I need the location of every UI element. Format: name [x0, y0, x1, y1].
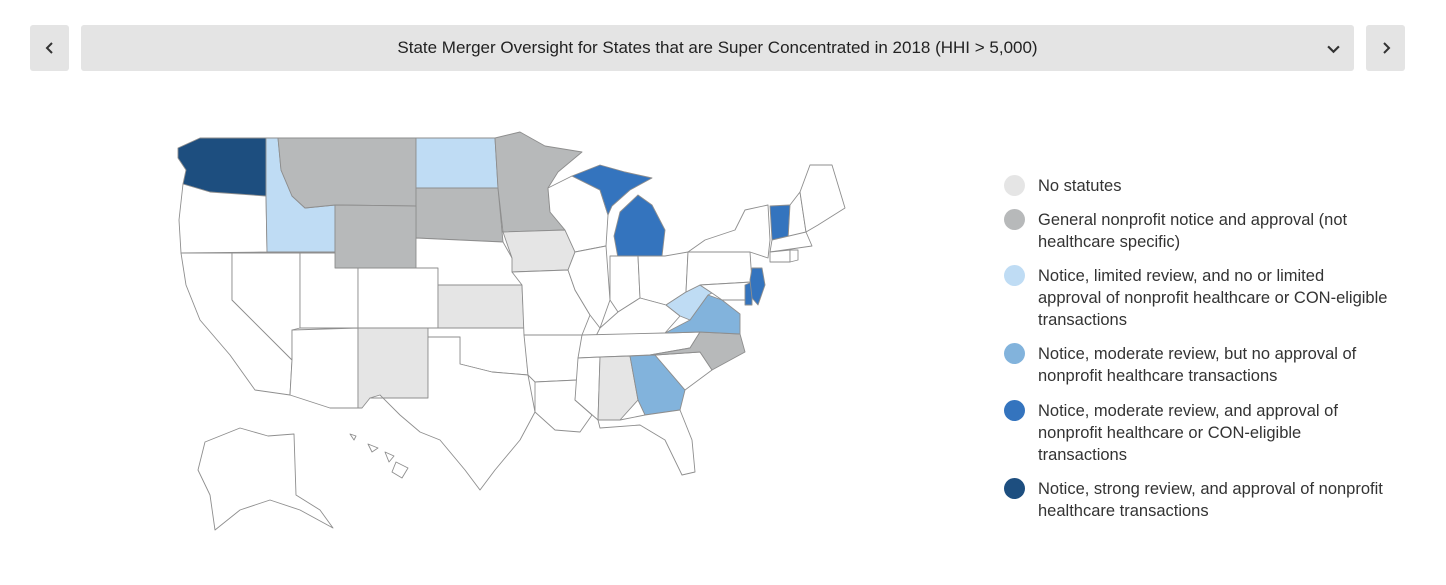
- state-tx: [369, 336, 536, 491]
- legend-swatch: [1004, 209, 1025, 230]
- legend-label: No statutes: [1038, 177, 1122, 195]
- state-nm: [357, 327, 429, 409]
- legend-swatch: [1004, 175, 1025, 196]
- legend-item: Notice, limited review, and no or limite…: [1004, 265, 1388, 331]
- state-ri: [789, 249, 799, 263]
- state-al: [597, 355, 639, 421]
- map-title: State Merger Oversight for States that a…: [397, 38, 1038, 57]
- chevron-down-icon: [1327, 45, 1340, 54]
- legend-label: Notice, moderate review, and approval of…: [1038, 402, 1338, 464]
- legend-label: Notice, strong review, and approval of n…: [1038, 480, 1383, 520]
- legend-item: Notice, moderate review, but no approval…: [1004, 343, 1388, 387]
- state-fl: [597, 409, 696, 476]
- state-az: [289, 327, 359, 409]
- state-ar: [523, 334, 583, 383]
- state-co: [357, 267, 439, 329]
- state-hi: [349, 433, 409, 479]
- state-ks: [437, 284, 525, 329]
- legend-swatch: [1004, 343, 1025, 364]
- legend-item: General nonprofit notice and approval (n…: [1004, 209, 1388, 253]
- state-de: [744, 281, 753, 306]
- state-ma: [769, 231, 813, 253]
- next-button[interactable]: [1366, 25, 1405, 71]
- legend-swatch: [1004, 265, 1025, 286]
- legend-item: No statutes: [1004, 175, 1388, 197]
- legend-item: Notice, moderate review, and approval of…: [1004, 400, 1388, 466]
- state-ia: [502, 229, 576, 273]
- legend-swatch: [1004, 478, 1025, 499]
- legend-label: General nonprofit notice and approval (n…: [1038, 211, 1348, 251]
- legend-label: Notice, limited review, and no or limite…: [1038, 267, 1388, 329]
- chevron-left-icon: [45, 42, 53, 54]
- state-mi: [571, 164, 666, 259]
- map-selector-dropdown[interactable]: State Merger Oversight for States that a…: [81, 25, 1354, 71]
- state-mt: [277, 137, 417, 209]
- previous-button[interactable]: [30, 25, 69, 71]
- state-ny: [687, 204, 771, 259]
- state-il: [567, 245, 611, 329]
- legend-label: Notice, moderate review, but no approval…: [1038, 345, 1357, 385]
- legend-item: Notice, strong review, and approval of n…: [1004, 478, 1388, 522]
- chevron-right-icon: [1382, 42, 1390, 54]
- us-states-map: [177, 131, 846, 531]
- state-nj: [749, 267, 766, 306]
- state-md: [699, 281, 753, 301]
- legend-swatch: [1004, 400, 1025, 421]
- state-wy: [334, 204, 417, 269]
- state-nd: [415, 137, 499, 189]
- state-nc: [649, 331, 746, 371]
- state-ak: [197, 427, 334, 531]
- state-ct: [769, 249, 791, 263]
- state-sd: [415, 187, 504, 243]
- state-me: [799, 164, 846, 233]
- state-vt: [769, 204, 791, 241]
